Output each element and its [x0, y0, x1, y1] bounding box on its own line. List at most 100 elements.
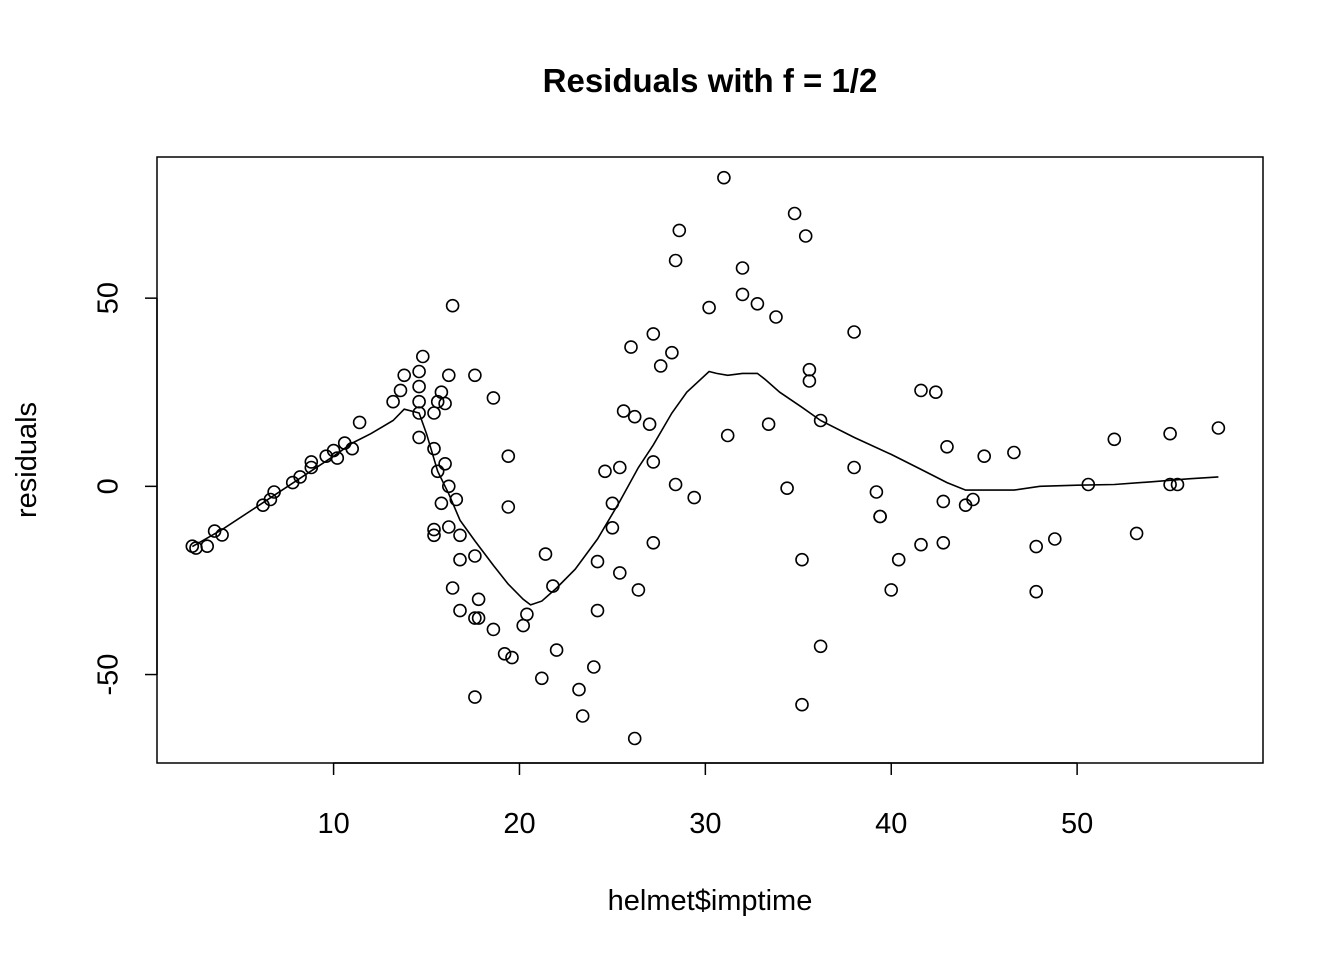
data-point — [735, 261, 750, 275]
data-point — [627, 731, 642, 746]
data-point — [1163, 477, 1177, 492]
data-point — [520, 607, 534, 622]
data-point — [471, 592, 486, 607]
data-point — [646, 455, 661, 469]
data-point — [612, 460, 627, 475]
data-point — [936, 535, 951, 550]
data-point — [486, 622, 501, 637]
data-point — [873, 509, 887, 524]
data-point — [598, 464, 612, 479]
data-point — [427, 528, 441, 543]
data-point — [434, 496, 449, 511]
data-point — [802, 374, 817, 388]
data-point — [438, 456, 452, 471]
data-point — [787, 206, 802, 221]
data-point — [914, 537, 928, 552]
x-axis-label: helmet$imptime — [608, 885, 813, 917]
x-tick-label: 40 — [875, 808, 907, 840]
data-point — [427, 441, 441, 456]
data-point — [616, 404, 631, 418]
data-point — [869, 485, 884, 499]
data-point — [393, 383, 408, 398]
data-point — [1107, 432, 1122, 447]
data-point — [605, 496, 620, 511]
x-tick-label: 20 — [503, 808, 535, 840]
data-point — [720, 428, 735, 443]
data-point — [445, 581, 460, 595]
data-point — [453, 528, 467, 543]
data-point — [928, 385, 943, 400]
data-point — [453, 603, 467, 618]
data-point — [1129, 526, 1144, 541]
data-point — [412, 379, 426, 394]
data-point — [345, 441, 360, 456]
data-point — [471, 611, 486, 625]
data-point — [263, 492, 278, 507]
y-tick-label: 0 — [93, 478, 125, 494]
data-point — [798, 229, 813, 243]
data-point — [653, 359, 668, 373]
data-point — [646, 535, 661, 550]
data-point — [293, 470, 307, 484]
data-point — [468, 549, 482, 563]
data-point — [1029, 539, 1043, 554]
data-point — [590, 554, 605, 569]
data-point — [1007, 445, 1021, 460]
data-point — [501, 449, 516, 464]
data-point — [1048, 532, 1062, 546]
data-point — [795, 552, 809, 567]
data-point — [936, 494, 951, 509]
data-point — [441, 520, 456, 534]
data-point — [687, 490, 702, 505]
data-point — [445, 298, 460, 313]
data-point — [735, 287, 750, 302]
data-point — [1170, 477, 1185, 492]
data-point — [449, 492, 464, 507]
data-point — [326, 443, 341, 458]
data-point — [304, 460, 319, 475]
data-point — [891, 552, 906, 567]
data-point — [412, 430, 426, 445]
data-point — [761, 417, 776, 432]
data-point — [207, 524, 222, 538]
data-point — [304, 455, 319, 469]
y-axis-label: residuals — [11, 402, 43, 518]
x-axis: 10 20 30 40 50 — [317, 762, 1093, 840]
data-point — [397, 368, 412, 383]
data-point — [1029, 584, 1043, 599]
data-point — [441, 368, 456, 383]
data-point — [430, 464, 445, 479]
data-point — [546, 579, 560, 593]
data-point — [549, 643, 564, 657]
data-point — [813, 639, 828, 654]
lowess-smooth-line — [191, 370, 1219, 606]
data-point — [267, 485, 281, 499]
x-tick-label: 10 — [317, 808, 349, 840]
data-point — [668, 477, 683, 492]
data-point — [702, 300, 716, 315]
data-point — [813, 413, 828, 428]
data-point — [330, 451, 345, 465]
data-point — [501, 500, 516, 514]
data-point — [200, 539, 214, 554]
data-point — [586, 660, 601, 674]
data-point — [605, 520, 620, 535]
data-point — [940, 439, 954, 454]
data-point — [468, 368, 482, 383]
data-point — [847, 460, 861, 475]
data-point — [668, 253, 683, 268]
data-point — [430, 394, 445, 409]
x-tick-label: 50 — [1061, 808, 1093, 840]
data-point — [847, 325, 861, 339]
data-point — [412, 394, 426, 409]
y-axis: -50 0 50 — [93, 282, 158, 696]
y-tick-label: 50 — [93, 282, 125, 314]
chart-title: Residuals with f = 1/2 — [543, 62, 878, 99]
data-point — [441, 479, 456, 494]
data-point — [717, 170, 731, 185]
data-point — [1081, 477, 1096, 492]
data-point — [642, 417, 657, 432]
data-point — [624, 340, 638, 354]
data-point — [486, 391, 501, 405]
